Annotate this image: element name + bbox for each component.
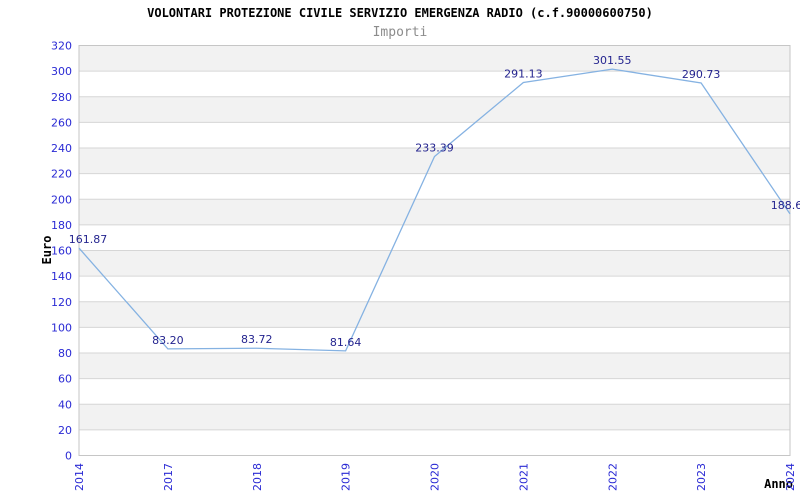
y-tick-label: 140 <box>51 270 72 283</box>
y-tick-label: 20 <box>58 424 72 437</box>
y-tick-label: 260 <box>51 116 72 129</box>
y-tick-label: 0 <box>65 450 72 463</box>
x-tick-label: 2024 <box>784 463 797 491</box>
plot-band <box>79 199 790 225</box>
data-point-label: 188.62 <box>771 199 800 212</box>
y-tick-label: 200 <box>51 193 72 206</box>
data-point-label: 233.39 <box>415 141 454 154</box>
data-point-label: 83.72 <box>241 333 273 346</box>
chart-subtitle: Importi <box>372 25 428 40</box>
chart-title: VOLONTARI PROTEZIONE CIVILE SERVIZIO EME… <box>147 6 653 20</box>
y-tick-label: 160 <box>51 245 72 258</box>
y-tick-label: 180 <box>51 219 72 232</box>
y-tick-label: 280 <box>51 91 72 104</box>
data-point-label: 301.55 <box>593 54 632 67</box>
x-tick-label: 2018 <box>251 463 264 491</box>
x-tick-label: 2023 <box>695 463 708 491</box>
plot-band <box>79 353 790 379</box>
y-tick-label: 100 <box>51 321 72 334</box>
y-tick-label: 220 <box>51 168 72 181</box>
plot-band <box>79 148 790 174</box>
data-point-label: 81.64 <box>330 336 362 349</box>
plot-border <box>78 45 791 456</box>
data-point-label: 161.87 <box>69 233 108 246</box>
y-tick-label: 320 <box>51 40 72 53</box>
y-tick-label: 120 <box>51 296 72 309</box>
x-tick-label: 2020 <box>429 463 442 491</box>
x-tick-label: 2022 <box>606 463 619 491</box>
y-tick-label: 300 <box>51 65 72 78</box>
y-tick-label: 240 <box>51 142 72 155</box>
plot-band <box>79 250 790 277</box>
plot-band <box>79 404 790 430</box>
y-tick-label: 60 <box>58 373 72 386</box>
x-axis-title: Anno <box>764 477 793 491</box>
plot-band <box>79 96 790 123</box>
x-tick-label: 2019 <box>340 463 353 491</box>
data-point-label: 290.73 <box>682 68 721 81</box>
data-point-label: 83.20 <box>152 334 184 347</box>
x-tick-label: 2014 <box>73 463 86 491</box>
plot-band <box>79 45 790 72</box>
x-tick-label: 2021 <box>517 463 530 491</box>
data-point-label: 291.13 <box>504 67 543 80</box>
data-line <box>78 68 791 352</box>
y-tick-label: 40 <box>58 398 72 411</box>
x-tick-label: 2017 <box>162 463 175 491</box>
y-tick-label: 80 <box>58 347 72 360</box>
plot-band <box>79 301 790 328</box>
